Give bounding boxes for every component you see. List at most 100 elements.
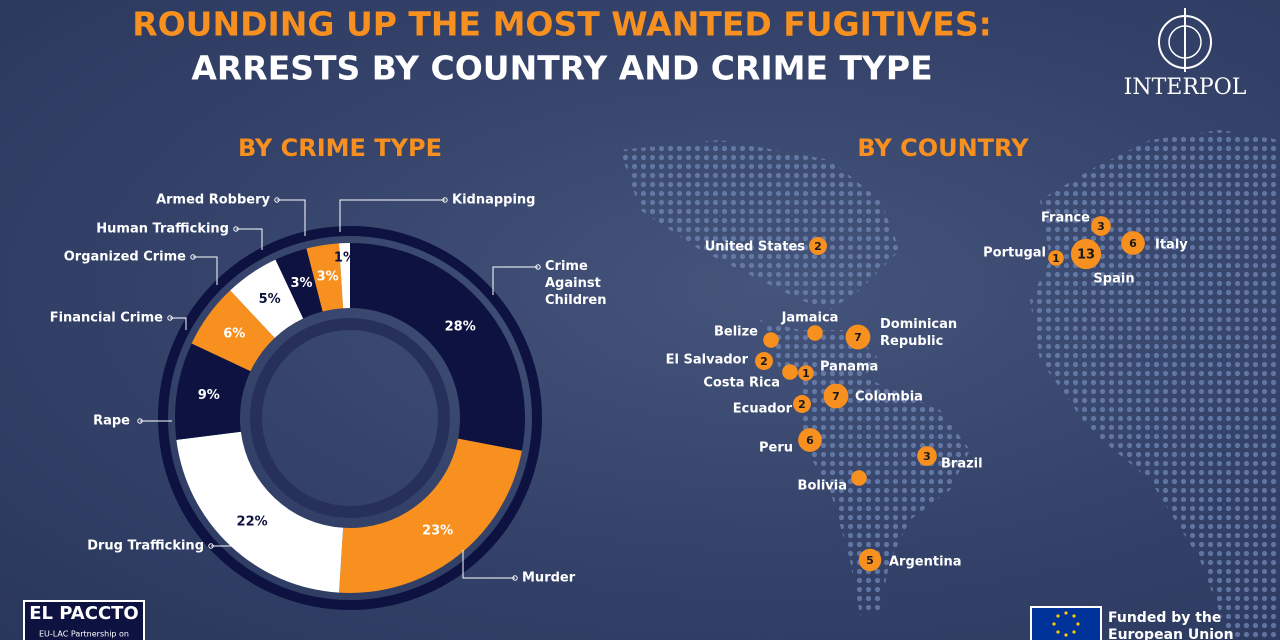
donut-segment xyxy=(275,248,323,319)
el-paccto-caption: EU-LAC Partnership on xyxy=(39,630,129,639)
interpol-emblem xyxy=(1158,8,1212,72)
donut-segment xyxy=(339,243,350,309)
country-bubble xyxy=(823,383,849,409)
title: ROUNDING UP THE MOST WANTED FUGITIVES: xyxy=(132,5,992,44)
segment-label: 3% xyxy=(291,276,313,291)
country-bubble xyxy=(845,324,871,350)
segment-label: 5% xyxy=(259,292,281,307)
country-bubble xyxy=(798,365,814,381)
leader-dot xyxy=(274,197,280,203)
donut-segment xyxy=(191,290,275,372)
country-bubble xyxy=(858,548,882,572)
leader-line xyxy=(170,317,187,330)
segment-label: 9% xyxy=(198,388,220,403)
country-bubble xyxy=(809,237,827,255)
donut-segment xyxy=(230,259,304,338)
leader-dot xyxy=(137,418,143,424)
country-label: Peru xyxy=(759,441,793,456)
el-paccto-box xyxy=(23,600,145,640)
country-bubble xyxy=(782,364,798,380)
bubble-label: 2 xyxy=(814,240,822,253)
country-label: Colombia xyxy=(855,390,923,405)
country-label: Ecuador xyxy=(733,402,793,417)
segment-label: 28% xyxy=(445,319,476,334)
bubble-label: 2 xyxy=(798,398,806,411)
country-bubble xyxy=(917,446,937,466)
category-label: Kidnapping xyxy=(452,193,536,208)
bubble-label: 6 xyxy=(806,434,814,447)
donut-segment xyxy=(174,343,251,440)
bubble-label: 5 xyxy=(866,554,874,567)
leader-dot xyxy=(442,197,448,203)
country-label: Portugal xyxy=(983,246,1046,261)
segment-label: 1% xyxy=(334,251,356,266)
leader-dot xyxy=(167,315,173,321)
donut-segment xyxy=(339,438,522,593)
bubble-label: 3 xyxy=(923,450,931,463)
bubble-label: 7 xyxy=(854,331,862,344)
country-label: El Salvador xyxy=(666,353,749,368)
leader-dot xyxy=(208,543,214,549)
bubble-label: 6 xyxy=(1129,237,1137,250)
map-title: BY COUNTRY xyxy=(857,134,1029,162)
subtitle: ARRESTS BY COUNTRY AND CRIME TYPE xyxy=(191,49,932,88)
country-bubble xyxy=(755,352,773,370)
outer-ring xyxy=(158,226,542,610)
donut-segment xyxy=(306,243,344,312)
donut-segment xyxy=(176,431,344,593)
country-label: France xyxy=(1041,211,1090,226)
segment-label: 22% xyxy=(237,515,268,530)
country-label: Costa Rica xyxy=(703,376,780,391)
segment-label: 6% xyxy=(223,326,245,341)
category-label: Murder xyxy=(522,571,576,586)
leader-line xyxy=(339,199,445,232)
country-bubble xyxy=(1048,250,1064,266)
leader-line xyxy=(492,266,538,295)
country-bubble xyxy=(763,332,779,348)
category-label: Armed Robbery xyxy=(156,193,270,208)
country-label: Panama xyxy=(820,360,878,375)
leader-line xyxy=(277,199,306,236)
category-label: Crime Against Children xyxy=(545,259,607,308)
segment-label: 23% xyxy=(422,523,453,538)
category-label: Organized Crime xyxy=(64,250,186,265)
country-label: Italy xyxy=(1155,238,1188,253)
bubble-label: 3 xyxy=(1097,220,1105,233)
country-label: Brazil xyxy=(941,457,983,472)
eu-stars xyxy=(1052,611,1080,637)
country-bubble xyxy=(793,395,811,413)
country-label: United States xyxy=(705,240,806,255)
country-bubble xyxy=(1121,231,1145,255)
country-bubble xyxy=(1070,238,1102,270)
leader-dot xyxy=(233,226,239,232)
country-bubble xyxy=(798,428,822,452)
country-bubble xyxy=(1091,216,1111,236)
bubble-label: 2 xyxy=(760,355,768,368)
leader-dot xyxy=(512,575,518,581)
donut-title: BY CRIME TYPE xyxy=(238,134,442,162)
category-label: Rape xyxy=(93,414,130,429)
leader-dot xyxy=(190,254,196,260)
inner-ring xyxy=(250,318,450,518)
country-label: Bolivia xyxy=(798,479,847,494)
el-paccto-logo: EL PACCTO xyxy=(29,603,139,624)
donut-segment xyxy=(350,243,526,451)
country-bubble xyxy=(807,325,823,341)
eu-caption: Funded by the European Union xyxy=(1108,610,1234,640)
country-label: Spain xyxy=(1093,272,1134,287)
leader-line xyxy=(193,256,218,285)
bubble-label: 7 xyxy=(832,390,840,403)
leader-dot xyxy=(535,264,541,270)
segment-label: 3% xyxy=(317,269,339,284)
country-bubble xyxy=(851,470,867,486)
interpol-logo: INTERPOL xyxy=(1124,75,1247,100)
country-label: Dominican Republic xyxy=(880,317,958,349)
country-label: Jamaica xyxy=(781,311,839,326)
category-label: Drug Trafficking xyxy=(87,539,204,554)
bubble-label: 1 xyxy=(802,367,810,380)
category-label: Financial Crime xyxy=(50,311,163,326)
country-label: Argentina xyxy=(889,555,962,570)
bubble-label: 1 xyxy=(1052,252,1060,265)
